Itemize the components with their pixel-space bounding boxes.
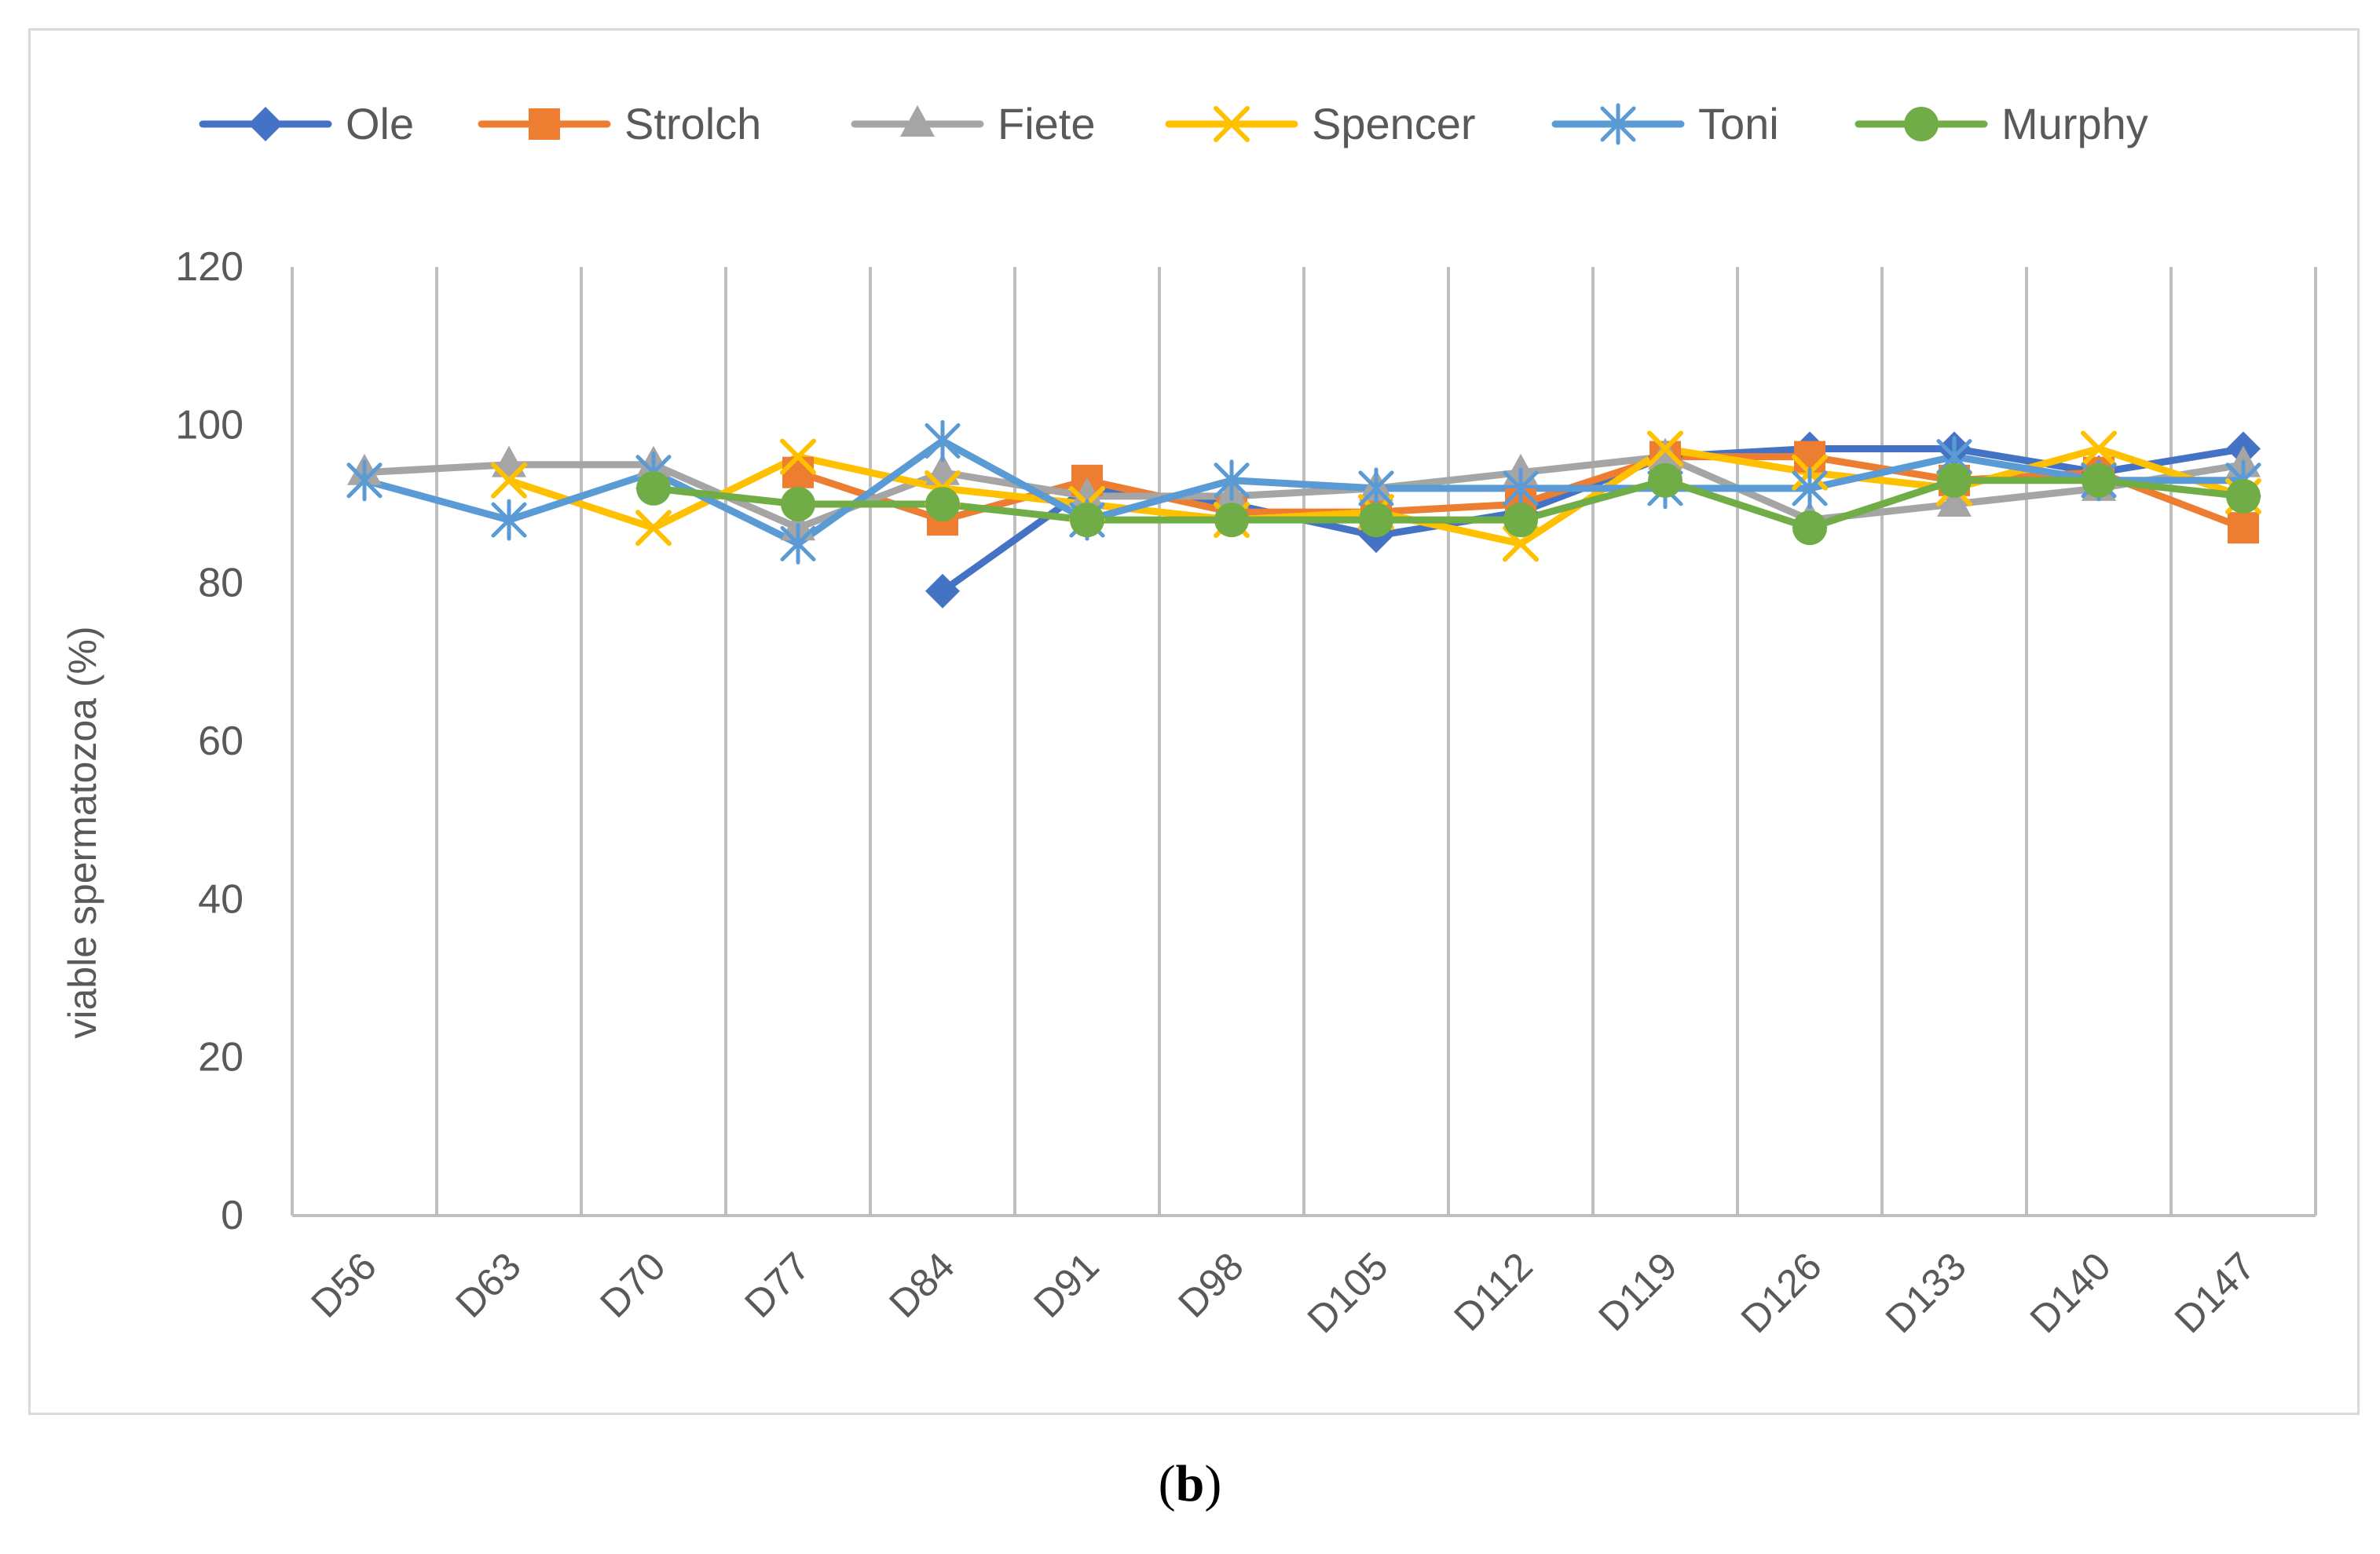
marker-toni-d112: [1503, 467, 1539, 510]
marker-fiete-d133: [1937, 485, 1972, 517]
marker-toni-d105: [1358, 467, 1394, 510]
y-tick-label-0: 0: [221, 1193, 243, 1238]
marker-strolch-d126: [1794, 441, 1825, 473]
x-tick-label-d84: D84: [881, 1244, 962, 1325]
y-tick-label-120: 120: [175, 244, 243, 290]
y-tick-label-60: 60: [198, 718, 243, 764]
chart-frame: [28, 28, 2360, 1415]
y-tick-label-40: 40: [198, 876, 243, 922]
x-tick-label-d63: D63: [447, 1244, 529, 1325]
x-tick-label-d105: D105: [1299, 1244, 1397, 1341]
legend-label-strolch: Strolch: [624, 99, 761, 148]
marker-toni-d56: [346, 459, 383, 502]
legend-label-fiete: Fiete: [998, 99, 1096, 148]
marker-murphy-d112: [1503, 503, 1538, 538]
y-axis-label: viable spermatozoa (%): [60, 626, 104, 1038]
marker-murphy-d70: [636, 470, 671, 506]
marker-murphy-d119: [1648, 463, 1682, 498]
x-tick-label-d70: D70: [591, 1244, 673, 1325]
x-tick-label-d98: D98: [1170, 1244, 1251, 1325]
y-tick-label-100: 100: [175, 402, 243, 448]
legend-label-ole: Ole: [346, 99, 414, 148]
series-lines: [361, 437, 2247, 595]
x-tick-label-d56: D56: [302, 1244, 384, 1325]
marker-murphy-d105: [1359, 503, 1393, 538]
figure-caption: (b): [0, 1454, 2380, 1514]
marker-murphy-d140: [2082, 463, 2116, 498]
legend-label-spencer: Spencer: [1312, 99, 1476, 148]
legend: Ole Strolch Fiete Spencer Toni Murphy: [199, 99, 2148, 148]
x-tick-label-d112: D112: [1445, 1244, 1541, 1340]
marker-murphy-d147: [2226, 478, 2261, 514]
marker-toni-d77: [780, 522, 816, 565]
marker-toni-d63: [491, 499, 527, 541]
x-tick-label-d91: D91: [1025, 1244, 1107, 1325]
caption-close: ): [1204, 1455, 1222, 1512]
marker-murphy-d91: [1070, 503, 1104, 538]
marker-toni-d98: [1214, 459, 1250, 502]
y-tick-label-20: 20: [198, 1035, 243, 1080]
x-tick-label-d119: D119: [1590, 1244, 1686, 1340]
marker-fiete-d119: [1648, 437, 1682, 470]
axes: 0 20 40 60 80 100 120 D56 D63 D70 D77 D84 D91 D98 D105…: [175, 244, 2316, 1341]
marker-strolch-d77: [782, 456, 814, 488]
marker-ole-d84: [925, 573, 960, 609]
marker-murphy-d84: [925, 487, 960, 521]
marker-strolch-d147: [2228, 512, 2259, 544]
marker-spencer-d63: [491, 462, 527, 499]
legend-label-murphy: Murphy: [2001, 99, 2148, 148]
marker-spencer-d119: [1647, 430, 1683, 467]
marker-fiete-d91: [1070, 477, 1104, 509]
marker-toni-d126: [1792, 467, 1828, 510]
marker-spencer-d77: [780, 438, 816, 475]
legend-label-toni: Toni: [1698, 99, 1779, 148]
x-tick-label-d147: D147: [2166, 1244, 2264, 1341]
marker-murphy-d126: [1792, 510, 1827, 546]
legend-marker-spencer: [1214, 106, 1250, 142]
series-line-murphy: [650, 477, 2247, 532]
caption-label: b: [1175, 1455, 1205, 1512]
y-tick-label-80: 80: [198, 561, 243, 606]
series-markers: [346, 419, 2261, 609]
legend-marker-strolch: [529, 108, 560, 140]
marker-murphy-d77: [781, 487, 815, 521]
legend-marker-ole: [248, 107, 283, 141]
x-tick-label-d140: D140: [2022, 1244, 2119, 1341]
legend-marker-fiete: [900, 105, 935, 137]
caption-open: (: [1158, 1455, 1176, 1512]
marker-murphy-d98: [1214, 503, 1249, 538]
x-tick-label-d77: D77: [736, 1244, 818, 1325]
marker-toni-d84: [925, 419, 961, 462]
series-line-fiete: [361, 453, 2247, 532]
series-line-toni: [361, 437, 2247, 547]
x-tick-label-d133: D133: [1877, 1244, 1975, 1341]
x-tick-label-d126: D126: [1733, 1244, 1830, 1341]
vertical-gridlines: [291, 267, 2317, 1216]
marker-spencer-d70: [635, 510, 672, 547]
marker-spencer-d140: [2081, 430, 2117, 467]
marker-murphy-d133: [1937, 463, 1972, 498]
legend-marker-toni: [1600, 103, 1636, 145]
legend-marker-murphy: [1904, 107, 1939, 141]
